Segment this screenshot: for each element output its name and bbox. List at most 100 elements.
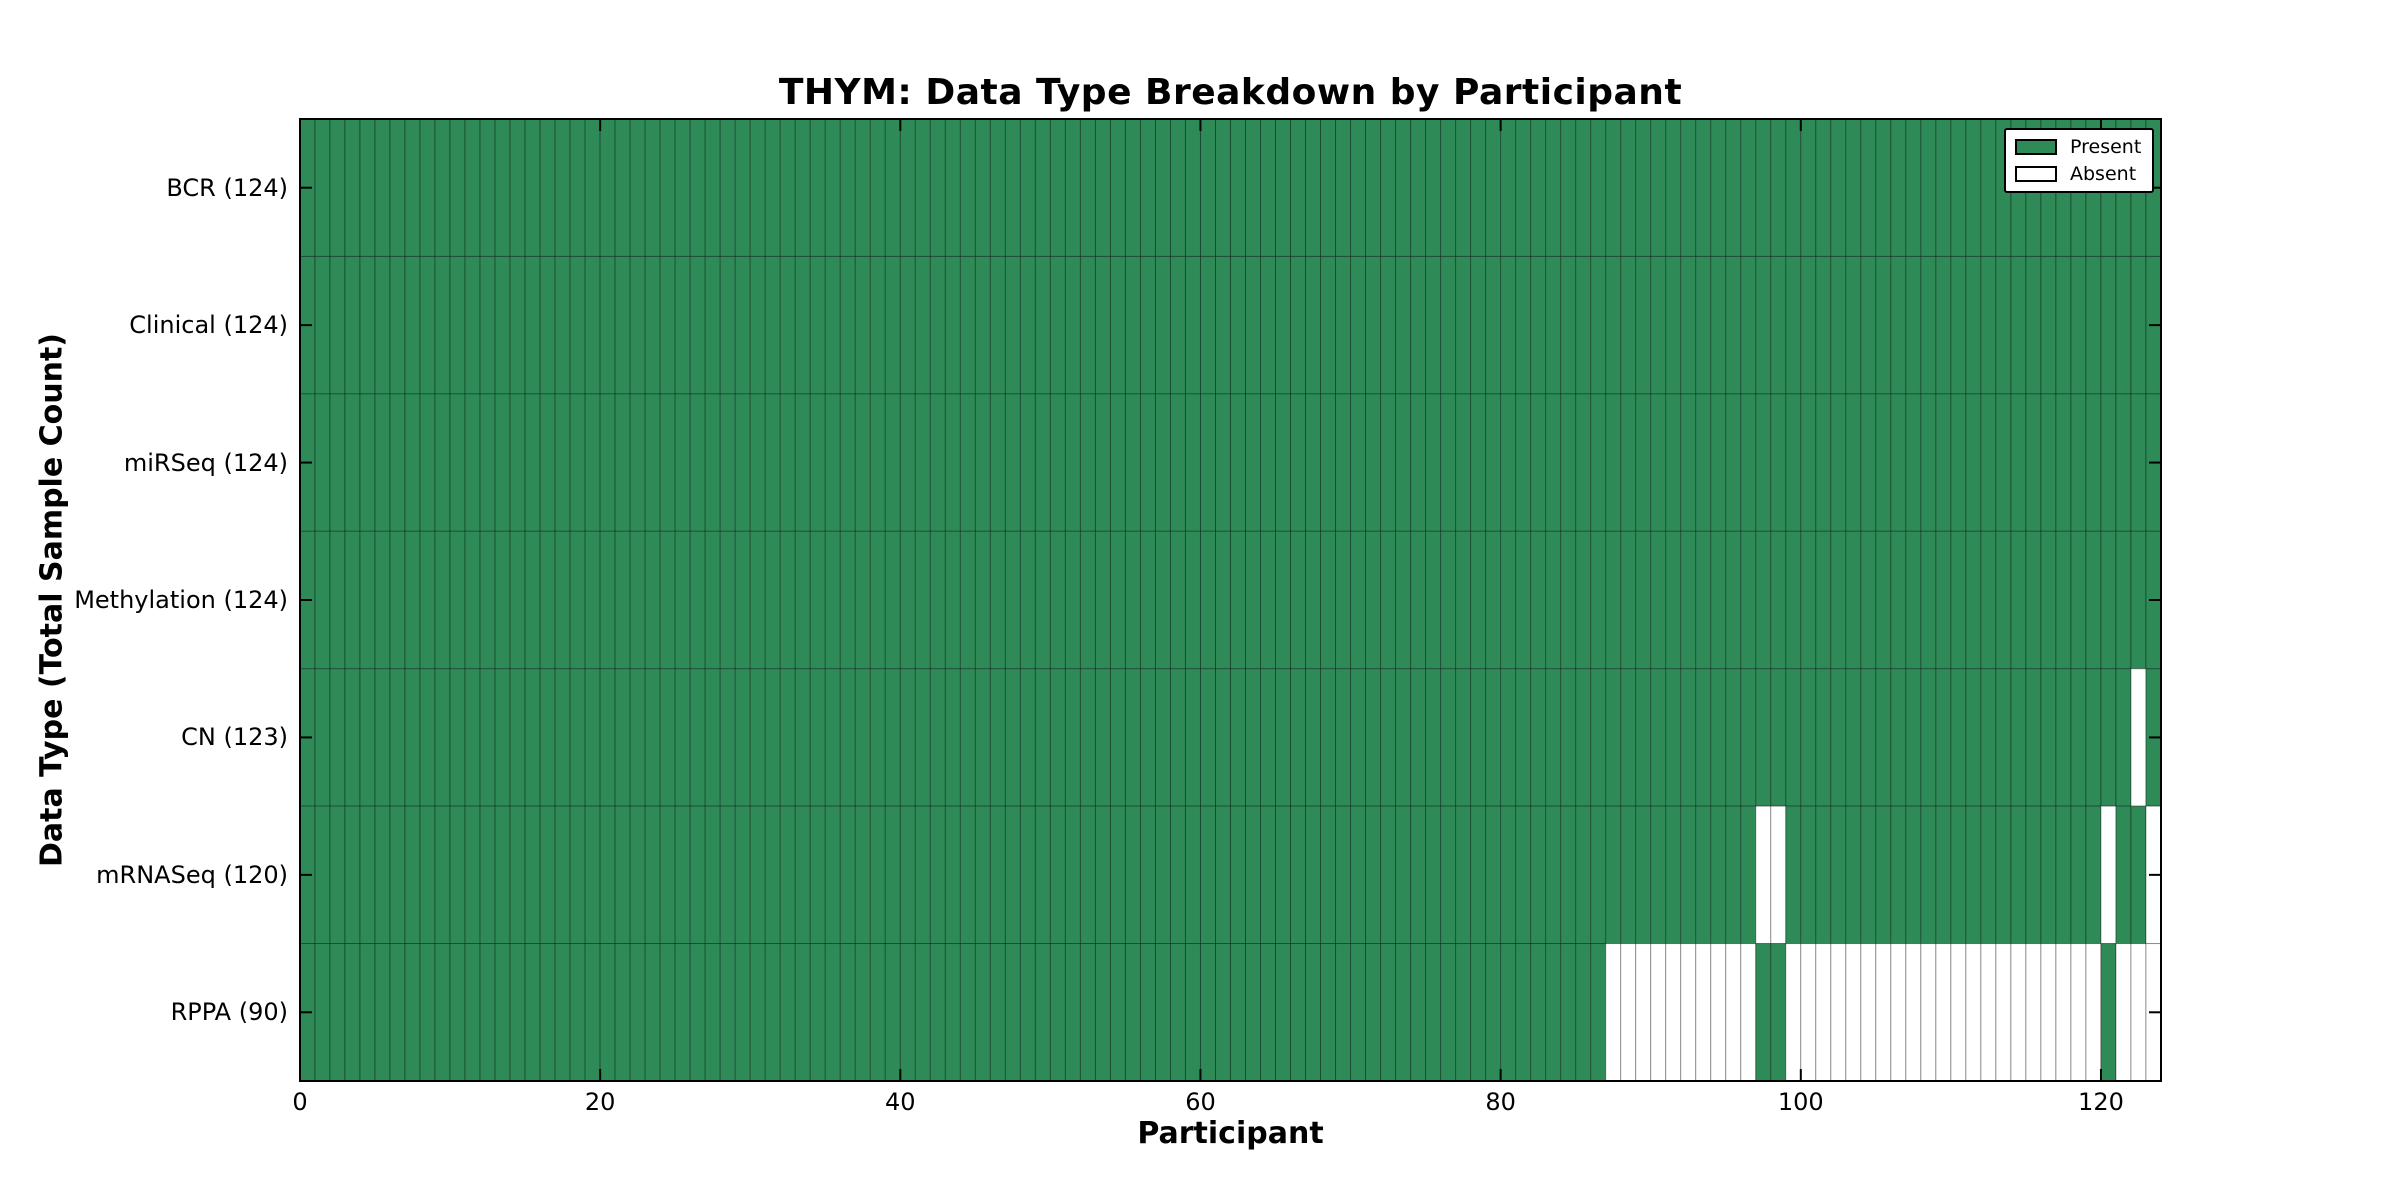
cell-absent	[1800, 943, 1817, 1082]
legend-swatch-present	[2015, 139, 2057, 155]
cell-present	[794, 530, 811, 670]
cell-present	[674, 393, 691, 532]
y-tick-label-Methylation: Methylation (124)	[74, 586, 288, 614]
cell-present	[614, 255, 631, 395]
cell-present	[974, 530, 991, 670]
cell-present	[1214, 255, 1231, 395]
cell-present	[1230, 530, 1247, 670]
cell-present	[1815, 530, 1832, 670]
cell-present	[704, 530, 721, 670]
cell-present	[1335, 255, 1352, 395]
cell-present	[659, 668, 676, 807]
cell-present	[1950, 255, 1967, 395]
cell-present	[1380, 943, 1397, 1082]
cell-present	[449, 530, 466, 670]
cell-present	[1920, 530, 1937, 670]
cell-present	[704, 255, 721, 395]
cell-present	[1965, 393, 1982, 532]
cell-present	[2055, 530, 2072, 670]
cell-present	[509, 668, 526, 807]
cell-present	[1620, 393, 1637, 532]
cell-present	[944, 393, 961, 532]
cell-present	[1485, 255, 1502, 395]
cell-present	[734, 255, 751, 395]
cell-present	[914, 805, 931, 945]
cell-present	[599, 668, 616, 807]
cell-present	[1305, 530, 1322, 670]
cell-absent	[1950, 943, 1967, 1082]
cell-present	[1635, 393, 1652, 532]
cell-present	[494, 668, 511, 807]
cell-present	[1230, 255, 1247, 395]
cell-present	[1470, 668, 1487, 807]
cell-present	[1545, 943, 1562, 1082]
cell-present	[2070, 805, 2087, 945]
cell-present	[1365, 393, 1382, 532]
cell-present	[704, 668, 721, 807]
cell-present	[1365, 805, 1382, 945]
cell-present	[419, 805, 436, 945]
cell-present	[1004, 943, 1021, 1082]
cell-present	[344, 805, 361, 945]
cell-present	[2055, 668, 2072, 807]
cell-present	[1500, 943, 1517, 1082]
cell-present	[1214, 668, 1231, 807]
cell-present	[1905, 118, 1922, 257]
cell-present	[539, 805, 556, 945]
cell-present	[1034, 530, 1051, 670]
cell-present	[884, 668, 901, 807]
cell-present	[869, 393, 886, 532]
cell-present	[734, 393, 751, 532]
cell-present	[1905, 668, 1922, 807]
cell-present	[389, 943, 406, 1082]
cell-present	[1485, 943, 1502, 1082]
cell-present	[1545, 668, 1562, 807]
cell-present	[1350, 118, 1367, 257]
cell-present	[1064, 668, 1081, 807]
cell-present	[689, 668, 706, 807]
cell-present	[524, 393, 541, 532]
cell-present	[794, 393, 811, 532]
cell-present	[809, 393, 826, 532]
cell-present	[1815, 668, 1832, 807]
cell-present	[1154, 805, 1171, 945]
cell-present	[929, 530, 946, 670]
cell-present	[1470, 393, 1487, 532]
cell-present	[1650, 393, 1667, 532]
cell-present	[839, 255, 856, 395]
cell-present	[1395, 530, 1412, 670]
cell-present	[854, 943, 871, 1082]
cell-present	[839, 943, 856, 1082]
cell-present	[1710, 118, 1727, 257]
cell-absent	[1920, 943, 1937, 1082]
cell-present	[989, 255, 1006, 395]
cell-present	[1079, 118, 1096, 257]
cell-present	[1785, 118, 1802, 257]
cell-present	[914, 393, 931, 532]
cell-present	[764, 805, 781, 945]
cell-present	[974, 118, 991, 257]
cell-present	[1980, 255, 1997, 395]
cell-present	[1350, 393, 1367, 532]
cell-present	[554, 943, 571, 1082]
cell-present	[1124, 393, 1141, 532]
cell-present	[1139, 393, 1156, 532]
cell-present	[1064, 118, 1081, 257]
x-tick-label: 40	[885, 1088, 916, 1116]
cell-present	[644, 118, 661, 257]
cell-absent	[2115, 943, 2132, 1082]
cell-present	[1305, 668, 1322, 807]
cell-present	[1770, 393, 1787, 532]
cell-present	[1320, 668, 1337, 807]
cell-present	[704, 943, 721, 1082]
cell-present	[899, 805, 916, 945]
cell-present	[479, 943, 496, 1082]
cell-present	[749, 393, 766, 532]
cell-present	[2055, 393, 2072, 532]
cell-present	[2070, 530, 2087, 670]
cell-present	[1004, 668, 1021, 807]
cell-present	[1380, 668, 1397, 807]
cell-absent	[1770, 805, 1787, 945]
cell-present	[794, 805, 811, 945]
cell-present	[1950, 530, 1967, 670]
